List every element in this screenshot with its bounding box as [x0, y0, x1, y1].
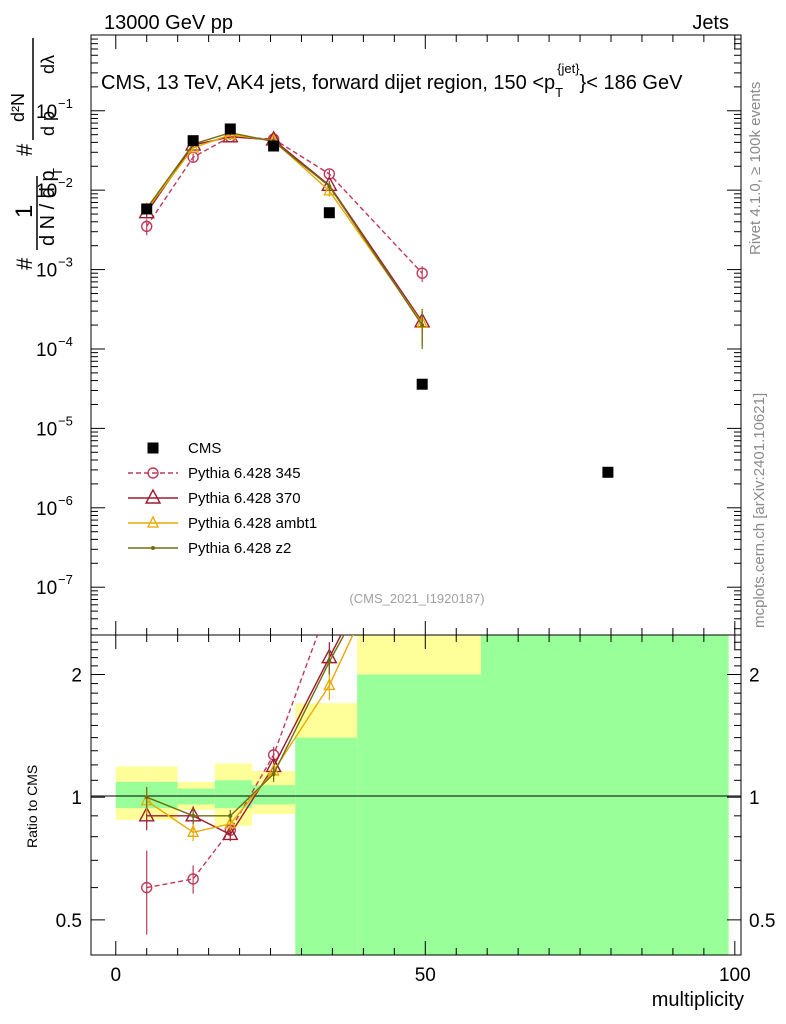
ratio-y-tick-label: 1 [71, 788, 82, 809]
svg-text:d²N: d²N [8, 93, 28, 122]
ratio-y-tick-label: 2 [71, 665, 82, 686]
main-p345-point [323, 168, 336, 180]
ratio-y-tick-label-right: 0.5 [749, 911, 775, 932]
cms-data-point [141, 203, 153, 215]
legend-label-p345: Pythia 6.428 345 [188, 465, 301, 482]
y-tick-label: 10 [36, 578, 57, 599]
cms-data-point [602, 466, 614, 478]
ratio-z2-point [327, 659, 332, 664]
y-tick-exponent: −3 [58, 255, 73, 270]
band-green [481, 635, 729, 955]
ratio-ambt1-point [224, 816, 237, 829]
x-tick-label: 0 [110, 965, 121, 986]
y-tick-label: 10 [36, 261, 57, 282]
ratio-ambt1-line [146, 635, 354, 834]
header-right: Jets [692, 12, 729, 34]
ratio-series [138, 222, 429, 935]
x-tick-label: 50 [415, 965, 436, 986]
x-axis-label: multiplicity [652, 989, 744, 1011]
cms-data-point [268, 140, 280, 152]
ratio-z2-point [144, 795, 149, 800]
svg-text:dλ: dλ [38, 55, 58, 74]
y-tick-label: 10 [36, 340, 57, 361]
svg-text:d N / d p: d N / d p [37, 170, 59, 246]
y-tick-exponent: −1 [58, 96, 73, 111]
main-p345-point [416, 267, 428, 279]
ratio-z2-point [191, 813, 196, 818]
svg-text:d p: d p [38, 111, 58, 136]
ratio-p370-point [138, 806, 155, 822]
y-tick-exponent: −4 [58, 334, 73, 349]
legend-marker-p370 [144, 488, 162, 504]
main-ambt1-line [146, 133, 423, 324]
ratio-ylabel: Ratio to CMS [24, 765, 40, 848]
ratio-y-tick-label: 0.5 [56, 911, 82, 932]
ratio-p345-point [324, 598, 334, 608]
ratio-frame [90, 634, 742, 956]
y-tick-label: 10 [36, 181, 57, 202]
cms-data-point [187, 135, 199, 147]
y-tick-label: 10 [36, 102, 57, 123]
cms-data-point [416, 378, 428, 390]
ratio-p345-point [187, 873, 199, 885]
main-z2-point [327, 184, 332, 189]
ratio-y-tick-label-right: 1 [749, 788, 760, 809]
svg-text:#: # [12, 257, 37, 270]
y-tick-exponent: −2 [58, 175, 73, 190]
cms-data-point [224, 123, 236, 135]
legend-marker-ambt1 [146, 515, 160, 528]
ratio-z2-point [228, 813, 233, 818]
header-left: 13000 GeV pp [104, 12, 233, 34]
legend-label-z2: Pythia 6.428 z2 [188, 540, 291, 557]
legend-marker-p345 [147, 467, 159, 479]
main-p345-point [141, 220, 153, 233]
x-tick-label: 100 [719, 965, 751, 986]
ratio-y-tick-label-right: 2 [749, 665, 760, 686]
ratio-p345-point [417, 222, 427, 232]
ratio-p370-point [222, 825, 239, 841]
ratio-ambt1-point [187, 824, 200, 837]
ratio-p370-point [415, 469, 429, 482]
plot-title: CMS, 13 TeV, AK4 jets, forward dijet reg… [101, 61, 683, 100]
svg-text:1: 1 [11, 205, 38, 218]
ratio-ambt1-point [417, 480, 427, 490]
analysis-watermark: (CMS_2021_I1920187) [349, 591, 484, 606]
ratio-ambt1-point [323, 677, 336, 691]
ratio-z2-point [271, 771, 276, 776]
band-green [295, 737, 358, 955]
main-series [138, 123, 614, 478]
band-green [357, 674, 481, 955]
svg-text:T: T [50, 168, 65, 176]
band-green [251, 785, 296, 805]
y-tick-exponent: −5 [58, 413, 73, 428]
y-tick-exponent: −7 [58, 572, 73, 587]
main-z2-line [146, 131, 423, 326]
legend-cms-label: CMS [188, 440, 221, 457]
main-ylabel: # 1 d N / d p T # d²N d p dλ [8, 38, 65, 270]
ratio-p345-point [141, 881, 153, 894]
ratio-p370-line [146, 635, 342, 836]
ratio-z2-point [420, 490, 424, 494]
legend-label-ambt1: Pythia 6.428 ambt1 [188, 515, 317, 532]
y-tick-label: 10 [36, 499, 57, 520]
rivet-version-label: Rivet 4.1.0, ≥ 100k events [747, 82, 764, 255]
legend-marker-z2 [151, 546, 155, 550]
legend-label-p370: Pythia 6.428 370 [188, 490, 301, 507]
svg-text:#: # [12, 143, 37, 156]
cms-data-point [323, 207, 335, 219]
legend: CMS Pythia 6.428 345 Pythia 6.428 370 Pythi… [128, 440, 317, 557]
ratio-uncertainty-bands [115, 635, 729, 955]
y-tick-exponent: −6 [58, 493, 73, 508]
legend-cms-marker [147, 442, 159, 454]
main-z2-point [420, 323, 425, 328]
ratio-z2-line [146, 635, 345, 817]
y-tick-label: 10 [36, 419, 57, 440]
mcplots-label: mcplots.cern.ch [arXiv:2401.10621] [751, 393, 768, 628]
